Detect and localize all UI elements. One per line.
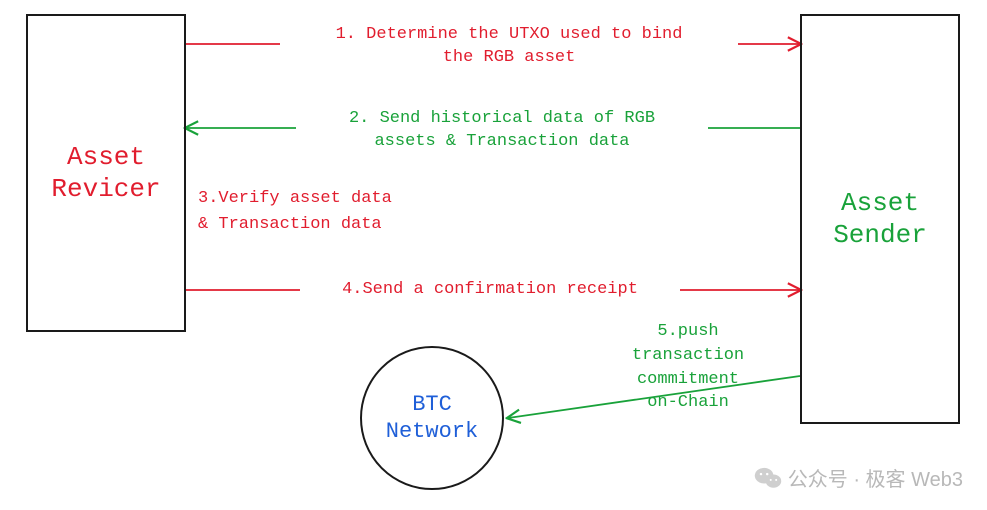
step1-label: 1. Determine the UTXO used to bind the R… (280, 24, 738, 70)
btc-label-l2: Network (386, 419, 478, 444)
watermark: 公众号 · 极客 Web3 (754, 463, 963, 492)
asset-sender-box: Asset Sender (800, 14, 960, 424)
receiver-label-l2: Revicer (51, 174, 160, 204)
step2-label: 2. Send historical data of RGB assets & … (296, 108, 708, 154)
step5-label: 5.push transaction commitment on-Chain (598, 320, 778, 415)
btc-label-l1: BTC (412, 392, 452, 417)
step4-label: 4.Send a confirmation receipt (300, 280, 680, 299)
wechat-icon (754, 466, 782, 490)
sender-label-l2: Sender (833, 220, 927, 250)
sender-label-l1: Asset (841, 188, 919, 218)
watermark-text: 公众号 · 极客 Web3 (788, 463, 963, 492)
asset-receiver-box: Asset Revicer (26, 14, 186, 332)
btc-network-node: BTC Network (360, 346, 504, 490)
receiver-label-l1: Asset (67, 142, 145, 172)
step3-label: 3.Verify asset data & Transaction data (198, 186, 458, 237)
